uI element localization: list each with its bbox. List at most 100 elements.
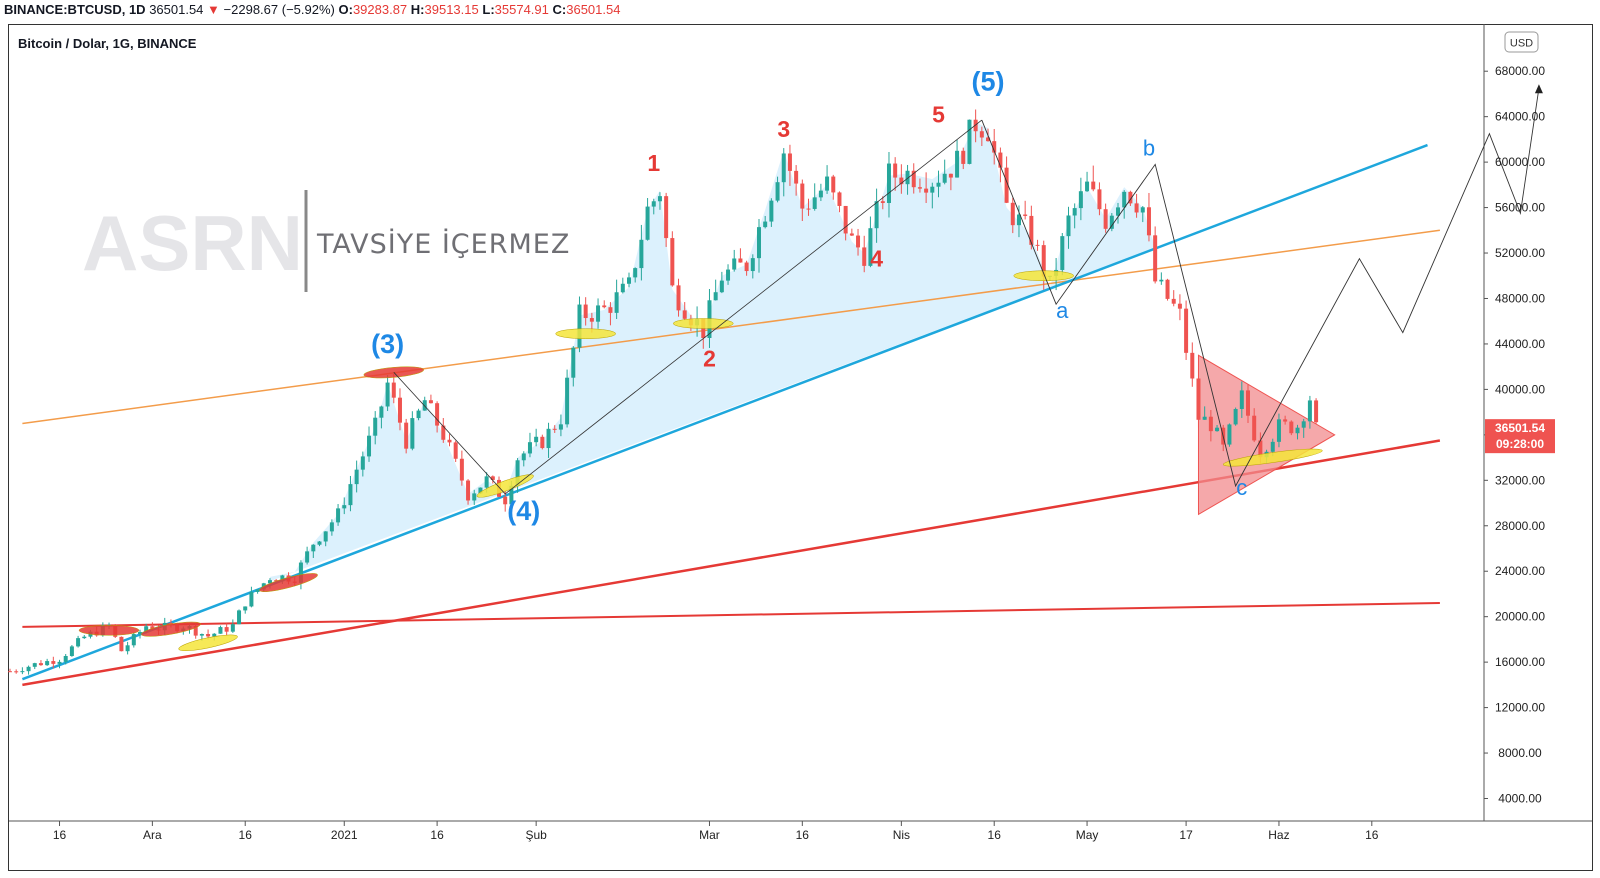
candle-body	[769, 200, 774, 222]
candle-body	[1134, 203, 1139, 213]
wave-fill-area	[269, 122, 1180, 582]
candle-body	[150, 626, 155, 630]
high-value: 39513.15	[424, 2, 479, 17]
candle-body	[1233, 408, 1238, 425]
candle-body	[917, 187, 922, 189]
candle-body	[670, 238, 675, 286]
candle-body	[973, 119, 978, 132]
candle-body	[763, 221, 768, 228]
candle-body	[69, 646, 74, 656]
x-tick-label: 16	[239, 828, 253, 842]
candle-body	[1314, 400, 1319, 423]
candle-body	[51, 661, 56, 664]
candle-body	[503, 496, 508, 505]
close-label: C:	[552, 2, 567, 17]
y-tick-label: 52000.00	[1495, 246, 1545, 260]
change-arrow: ▼	[207, 2, 220, 17]
candle-body	[274, 580, 279, 582]
candle-body	[472, 493, 477, 501]
candle-body	[627, 277, 631, 284]
candle-body	[218, 627, 223, 634]
candle-body	[645, 206, 650, 240]
yellow-ellipse	[1222, 448, 1323, 467]
candle-body	[26, 666, 31, 672]
candle-body	[577, 304, 582, 348]
candle-body	[1097, 189, 1102, 210]
candle-body	[63, 655, 68, 662]
candle-body	[490, 476, 495, 480]
candle-body	[168, 622, 173, 625]
candle-body	[540, 436, 545, 449]
candle-body	[1029, 215, 1034, 245]
candle-body	[82, 636, 87, 639]
time-axis[interactable]: 16 Ara 16 2021 16 Şub Mar 16 Nis 16 May 17 Haz 16	[53, 821, 1379, 842]
candle-body	[831, 176, 836, 193]
x-tick-label: Nis	[893, 828, 910, 842]
candle-body	[856, 235, 861, 248]
candle-body	[435, 403, 440, 426]
candle-body	[787, 153, 792, 171]
candle-body	[558, 424, 563, 430]
candle-body	[961, 150, 966, 164]
close-value: 36501.54	[566, 2, 621, 17]
candle-body	[1035, 244, 1040, 246]
candle-body	[639, 239, 644, 269]
candle-body	[38, 663, 43, 666]
candle-body	[744, 262, 749, 272]
candle-body	[905, 170, 910, 185]
candle-body	[986, 137, 991, 142]
wave-label: 5	[932, 101, 945, 127]
candle-body	[794, 170, 799, 184]
candle-body	[1153, 235, 1158, 282]
candle-body	[422, 400, 427, 411]
candle-body	[1072, 208, 1077, 216]
candle-body	[484, 476, 489, 488]
wave-label: 4	[870, 246, 883, 272]
candle-body	[614, 292, 619, 313]
candle-body	[354, 469, 359, 485]
candle-body	[719, 280, 724, 293]
candle-body	[515, 460, 520, 486]
y-tick-label: 20000.00	[1495, 610, 1545, 624]
candle-body	[342, 505, 347, 509]
last-price-countdown: 09:28:00	[1496, 437, 1544, 451]
candle-body	[979, 131, 984, 138]
candle-body	[1066, 215, 1071, 237]
candle-body	[206, 633, 211, 637]
candle-body	[397, 397, 402, 423]
red-ellipse	[259, 573, 318, 592]
candle-body	[1283, 419, 1288, 422]
y-tick-label: 4000.00	[1498, 792, 1542, 806]
candle-body	[527, 442, 532, 454]
candle-body	[459, 458, 464, 481]
candle-body	[1085, 181, 1090, 192]
candle-body	[57, 661, 62, 664]
wave-labels: (3) (4) (5) 1 2 3 4 5 a b c	[371, 67, 1247, 527]
currency-button-label[interactable]: USD	[1510, 38, 1533, 50]
x-tick-label: 16	[430, 828, 444, 842]
candle-body	[732, 258, 737, 270]
candle-body	[267, 580, 272, 584]
candle-body	[534, 436, 539, 443]
y-tick-label: 28000.00	[1495, 519, 1545, 533]
candle-body	[911, 170, 916, 188]
currency-button-frame[interactable]	[1504, 31, 1539, 53]
candle-body	[1252, 415, 1257, 441]
yellow-ellipse	[476, 474, 534, 498]
open-label: O:	[338, 2, 353, 17]
y-tick-label: 8000.00	[1498, 746, 1542, 760]
candle-body	[1184, 308, 1189, 353]
candle-body	[899, 177, 904, 185]
x-tick-label: 16	[988, 828, 1002, 842]
candle-body	[1140, 207, 1145, 213]
currency-button[interactable]: USD	[1504, 31, 1539, 53]
candle-body	[8, 671, 12, 673]
candle-body	[1196, 378, 1201, 420]
x-tick-label: Ara	[143, 828, 162, 842]
last-price-tag-bg	[1485, 419, 1555, 454]
candle-body	[775, 182, 780, 201]
x-tick-label: 17	[1179, 828, 1193, 842]
triangle-pattern	[1197, 354, 1336, 516]
y-tick-label: 64000.00	[1495, 110, 1545, 124]
